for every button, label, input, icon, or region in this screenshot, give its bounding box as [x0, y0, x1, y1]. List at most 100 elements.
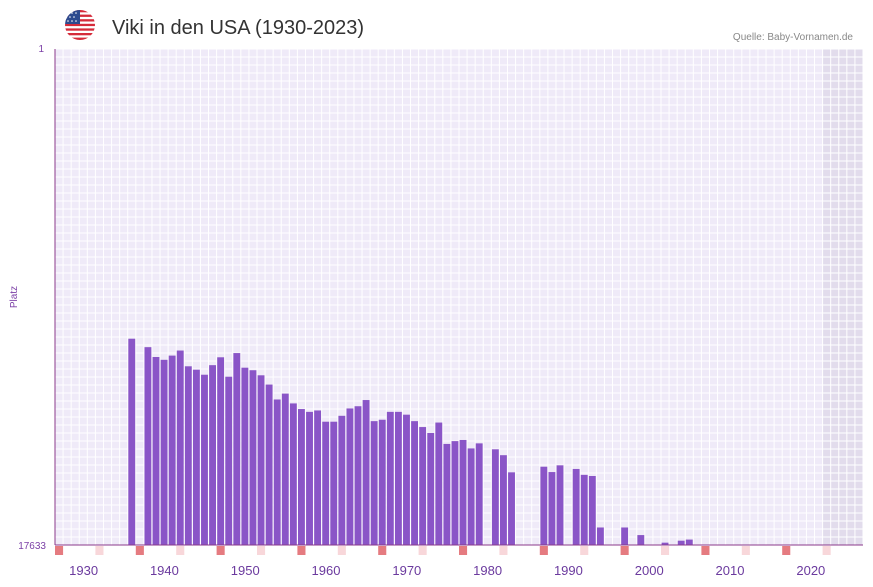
bar	[403, 414, 410, 545]
us-flag-icon	[65, 10, 95, 40]
bar	[580, 474, 588, 545]
bar	[378, 419, 386, 545]
decade-marker	[539, 546, 548, 555]
decade-marker	[135, 546, 144, 555]
bar	[346, 408, 354, 545]
bar	[298, 409, 305, 545]
bar	[435, 422, 443, 545]
decade-marker	[216, 546, 225, 555]
bar	[451, 441, 459, 545]
decade-marker	[741, 546, 750, 555]
bar	[168, 355, 176, 545]
bar	[257, 375, 265, 545]
x-tick-label: 1930	[69, 563, 98, 578]
bar	[354, 406, 362, 545]
bar	[281, 393, 289, 545]
bar	[443, 443, 451, 545]
bar	[500, 455, 507, 545]
source-label: Quelle: Baby-Vornamen.de	[733, 32, 854, 43]
chart-title: Viki in den USA (1930-2023)	[112, 17, 364, 39]
bar	[217, 357, 225, 545]
bar	[233, 353, 241, 545]
bar	[209, 365, 216, 545]
bar	[314, 410, 322, 545]
bar	[176, 350, 184, 545]
y-tick-bottom: 17633	[18, 541, 46, 552]
bar	[467, 448, 475, 545]
bar	[362, 400, 370, 545]
decade-marker	[459, 546, 468, 555]
decade-marker	[499, 546, 508, 555]
bar	[491, 449, 499, 545]
bar	[370, 421, 378, 545]
bar	[184, 366, 192, 545]
x-tick-label: 2020	[796, 563, 825, 578]
bar	[241, 367, 249, 545]
bar	[160, 359, 168, 545]
decade-marker	[418, 546, 427, 555]
decade-marker	[55, 546, 64, 555]
bar	[621, 527, 629, 545]
bar	[128, 338, 136, 545]
y-axis-label: Platz	[9, 286, 20, 308]
axes	[54, 49, 863, 546]
x-tick-label: 1970	[392, 563, 421, 578]
y-tick-top: 1	[38, 44, 44, 55]
decade-marker	[378, 546, 387, 555]
x-tick-label: 1940	[150, 563, 179, 578]
bar	[306, 411, 313, 545]
bar	[475, 443, 483, 545]
bar	[596, 527, 604, 545]
x-tick-label: 2000	[635, 563, 664, 578]
bar	[265, 384, 273, 545]
decade-marker	[337, 546, 346, 555]
bar	[588, 475, 596, 545]
bar	[249, 370, 257, 545]
x-tick-label: 2010	[716, 563, 745, 578]
bar	[427, 432, 435, 545]
decade-marker	[822, 546, 831, 555]
x-tick-label: 1960	[312, 563, 341, 578]
bar	[677, 540, 685, 545]
bar	[192, 369, 200, 545]
decade-marker	[661, 546, 670, 555]
bar	[144, 347, 152, 545]
bar	[201, 374, 208, 545]
bars	[128, 338, 693, 545]
decade-marker	[257, 546, 266, 555]
bar	[330, 421, 338, 545]
bar	[289, 403, 297, 545]
bar	[459, 439, 467, 545]
bar	[273, 399, 281, 545]
decade-marker	[580, 546, 589, 555]
bar	[661, 542, 669, 545]
decade-marker	[176, 546, 185, 555]
bar	[556, 465, 564, 545]
bar	[572, 468, 580, 545]
x-tick-label: 1980	[473, 563, 502, 578]
decade-marker	[297, 546, 306, 555]
x-ticks: 1930 1940 1950 1960 1970 1980 1990 2000 2010 2020	[69, 563, 825, 578]
bar	[322, 421, 330, 545]
decade-marker	[620, 546, 629, 555]
bar	[411, 421, 418, 545]
bar	[548, 472, 556, 545]
bar	[508, 472, 515, 545]
bar	[338, 415, 346, 545]
decade-marker	[95, 546, 104, 555]
bar	[394, 411, 402, 545]
bar	[225, 376, 233, 545]
decade-markers	[55, 546, 831, 555]
bar	[152, 357, 160, 545]
bar	[685, 539, 693, 545]
bar	[419, 427, 427, 545]
bar	[386, 411, 394, 545]
bar	[637, 535, 645, 545]
x-tick-label: 1990	[554, 563, 583, 578]
bar	[540, 466, 548, 545]
grid	[54, 48, 864, 546]
x-tick-label: 1950	[231, 563, 260, 578]
decade-marker	[701, 546, 710, 555]
decade-marker	[782, 546, 791, 555]
